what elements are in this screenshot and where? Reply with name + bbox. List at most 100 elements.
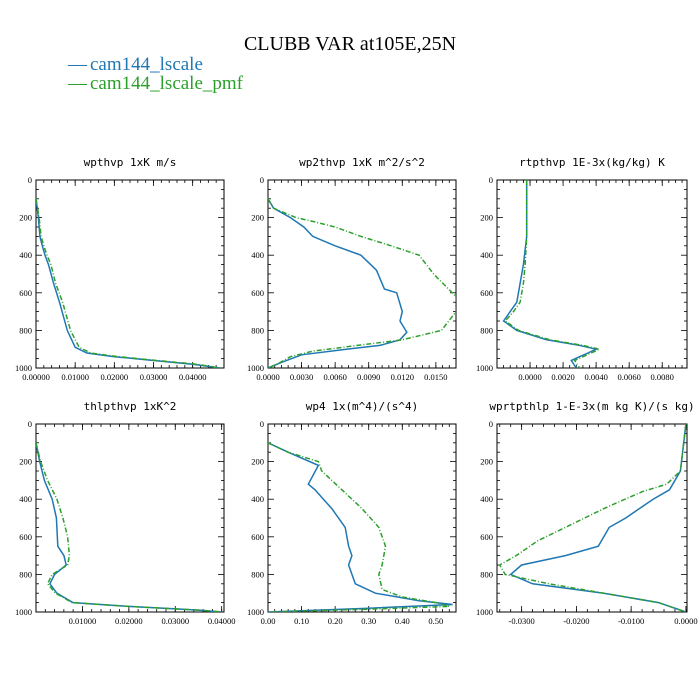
y-tick-label: 200 [19,457,32,467]
y-tick-label: 600 [251,288,264,298]
series-line-cam144-lscale [509,424,687,612]
y-tick-label: 800 [480,569,493,579]
y-tick-label: 0 [489,419,493,429]
y-tick-label: 200 [19,213,32,223]
y-tick-label: 800 [480,325,493,335]
x-tick-label: 0.50 [428,616,443,626]
x-tick-label: 0.00 [261,616,276,626]
x-tick-label: 0.0000 [518,372,541,382]
y-tick-label: 400 [251,250,264,260]
plot-frame [267,423,457,613]
x-tick-label: 0.0000 [256,372,279,382]
y-tick-label: 0 [28,175,32,185]
x-tick-label: -0.0300 [509,616,535,626]
series-line-cam144-lscale-pmf [268,442,450,612]
y-tick-label: 800 [251,325,264,335]
panel-title: wp2thvp 1xK m^2/s^2 [299,156,425,169]
x-tick-label: 0.03000 [140,372,168,382]
y-tick-label: 400 [251,494,264,504]
y-tick-label: 400 [480,250,493,260]
x-tick-label: 0.10 [294,616,309,626]
y-tick-label: 400 [480,494,493,504]
y-tick-label: 1000 [247,363,264,373]
x-tick-label: 0.0060 [323,372,346,382]
y-tick-label: 0 [260,175,264,185]
plot-frame [496,423,688,613]
series-line-cam144-lscale-pmf [504,180,602,368]
panel-title: wprtpthlp 1-E-3x(m kg K)/(s kg) [489,400,694,413]
y-tick-label: 400 [19,494,32,504]
y-tick-label: 1000 [247,607,264,617]
x-tick-label: -0.0200 [563,616,589,626]
plot-frame [496,179,688,369]
panel-title: rtpthvp 1E-3x(kg/kg) K [519,156,665,169]
y-tick-label: 800 [19,569,32,579]
y-tick-label: 0 [489,175,493,185]
y-tick-label: 600 [251,532,264,542]
x-tick-label: 0.0150 [424,372,447,382]
x-tick-label: 0.01000 [69,616,97,626]
y-tick-label: 600 [480,532,493,542]
x-tick-label: 0.01000 [61,372,89,382]
panel-3: rtpthvp 1E-3x(kg/kg) K 0 200 400 600 800 1000 0… [476,156,688,382]
y-tick-label: 0 [28,419,32,429]
x-tick-label: 0.02000 [101,372,129,382]
x-tick-label: 0.0040 [584,372,607,382]
plot-frame [35,179,225,369]
y-tick-label: 1000 [476,363,493,373]
plot-frame [267,179,457,369]
x-tick-label: 0.03000 [161,616,189,626]
x-tick-label: 0.0060 [617,372,640,382]
x-tick-label: 0.00000 [22,372,50,382]
panel-4: thlpthvp 1xK^2 0 200 400 600 800 1000 0.01000 0.… [15,400,235,626]
x-tick-label: 0.0080 [651,372,674,382]
y-tick-label: 400 [19,250,32,260]
x-tick-label: 0.30 [361,616,376,626]
x-tick-label: 0.20 [328,616,343,626]
series-line-cam144-lscale-pmf [36,442,222,612]
y-tick-label: 800 [251,569,264,579]
x-tick-label: 0.0120 [391,372,414,382]
x-tick-label: 0.0000 [674,616,697,626]
x-tick-label: 0.02000 [115,616,143,626]
y-tick-label: 1000 [15,363,32,373]
series-line-cam144-lscale [268,442,453,612]
panel-6: wprtpthlp 1-E-3x(m kg K)/(s kg) 0 200 400 60… [476,400,698,626]
y-tick-label: 600 [19,288,32,298]
y-tick-label: 800 [19,325,32,335]
legend-label: cam144_lscale [90,54,203,75]
legend-item-cam144-lscale-pmf: — cam144_lscale_pmf [67,73,244,94]
legend-marker: — [67,54,88,75]
series-line-cam144-lscale [268,198,408,368]
x-tick-label: 0.04000 [208,616,236,626]
x-tick-label: 0.0020 [551,372,574,382]
x-tick-label: 0.40 [395,616,410,626]
y-tick-label: 1000 [15,607,32,617]
x-tick-label: 0.04000 [179,372,207,382]
series-line-cam144-lscale-pmf [498,424,687,612]
y-tick-label: 200 [251,457,264,467]
y-tick-label: 1000 [476,607,493,617]
legend-label: cam144_lscale_pmf [90,73,244,94]
y-tick-label: 200 [480,213,493,223]
panel-title: wpthvp 1xK m/s [84,156,177,169]
series-line-cam144-lscale-pmf [36,198,221,368]
x-tick-label: -0.0100 [618,616,644,626]
y-tick-label: 200 [251,213,264,223]
panel-title: wp4 1x(m^4)/(s^4) [306,400,419,413]
x-tick-label: 0.0030 [290,372,313,382]
series-line-cam144-lscale [36,442,222,612]
y-tick-label: 600 [480,288,493,298]
y-tick-label: 600 [19,532,32,542]
y-tick-label: 0 [260,419,264,429]
panel-2: wp2thvp 1xK m^2/s^2020040060080010000.00… [247,156,457,382]
y-tick-label: 200 [480,457,493,467]
panel-title: thlpthvp 1xK^2 [84,400,177,413]
series-line-cam144-lscale [36,198,221,368]
legend-item-cam144-lscale: — cam144_lscale [67,54,203,75]
x-tick-label: 0.0090 [357,372,380,382]
legend: — cam144_lscale — cam144_lscale_pmf [67,54,244,94]
